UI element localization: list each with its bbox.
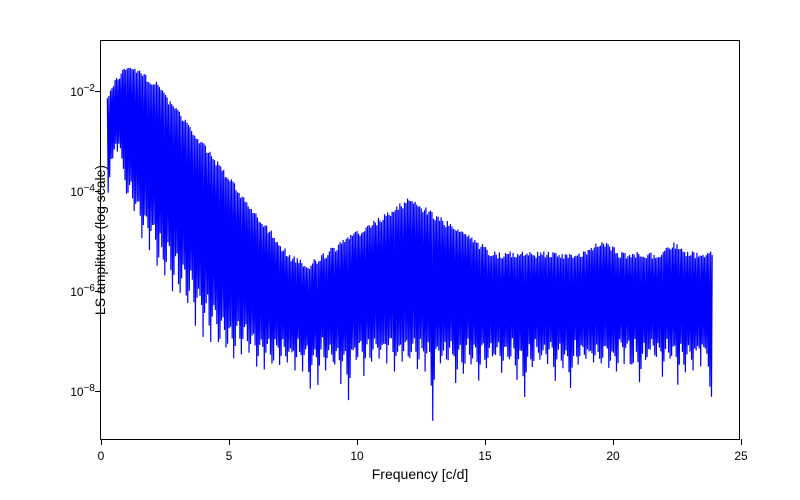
y-axis-label: LS amplitude (log scale) bbox=[92, 165, 108, 315]
x-tick-label: 15 bbox=[478, 449, 491, 463]
x-tick bbox=[357, 439, 358, 445]
y-tick-label: 10−8 bbox=[63, 383, 95, 399]
plot-area: 0510152025 10−810−610−410−2 bbox=[100, 40, 740, 440]
x-tick-label: 20 bbox=[606, 449, 619, 463]
x-tick bbox=[485, 439, 486, 445]
x-tick-label: 10 bbox=[350, 449, 363, 463]
x-axis-label: Frequency [c/d] bbox=[372, 466, 469, 482]
x-tick-label: 5 bbox=[226, 449, 233, 463]
x-tick bbox=[229, 439, 230, 445]
x-tick bbox=[101, 439, 102, 445]
x-tick-label: 0 bbox=[98, 449, 105, 463]
y-tick-label: 10−6 bbox=[63, 283, 95, 299]
y-tick-label: 10−2 bbox=[63, 83, 95, 99]
amplitude-line bbox=[101, 41, 739, 439]
y-tick bbox=[95, 91, 101, 92]
ls-amplitude-chart: 0510152025 10−810−610−410−2 Frequency [c… bbox=[100, 40, 740, 440]
y-tick-label: 10−4 bbox=[63, 183, 95, 199]
x-tick-label: 25 bbox=[734, 449, 747, 463]
y-tick bbox=[95, 391, 101, 392]
x-tick bbox=[741, 439, 742, 445]
x-tick bbox=[613, 439, 614, 445]
